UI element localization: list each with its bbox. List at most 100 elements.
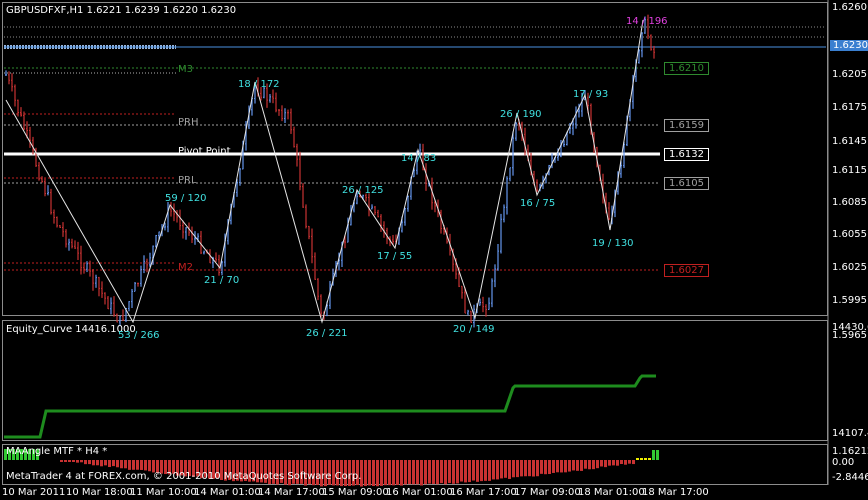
histogram-bar <box>544 460 547 475</box>
histogram-bar <box>100 460 103 467</box>
price-axis-label: 1.6175 <box>832 102 867 113</box>
equity-axis-high: 14430.6 <box>832 322 868 333</box>
histogram-bar <box>196 460 199 477</box>
histogram-bar <box>104 460 107 466</box>
histogram-bar <box>212 460 215 479</box>
time-axis-label: 17 Mar 09:00 <box>514 487 581 498</box>
histogram-bar <box>344 460 347 487</box>
histogram-bar <box>408 460 411 485</box>
time-axis-label: 10 Mar 2011 <box>2 487 66 498</box>
histogram-bar <box>628 460 631 464</box>
histogram-bar <box>148 460 151 472</box>
time-axis-label: 14 Mar 01:00 <box>194 487 261 498</box>
zigzag-line <box>5 19 644 324</box>
histogram-bar <box>436 460 439 485</box>
time-axis-label: 11 Mar 10:00 <box>130 487 197 498</box>
histogram-bar <box>240 460 243 482</box>
histogram-bar <box>92 460 95 466</box>
histogram-bar <box>368 460 371 486</box>
time-axis-label: 16 Mar 17:00 <box>450 487 517 498</box>
histogram-bar <box>204 460 207 478</box>
histogram-bar <box>168 460 171 475</box>
histogram-bar <box>548 460 551 475</box>
histogram-bar <box>72 460 75 462</box>
level-tag: 1.6027 <box>664 264 709 277</box>
histogram-bar <box>172 460 175 474</box>
zigzag-label: 20 / 149 <box>453 324 495 335</box>
zigzag-label: 21 / 70 <box>204 275 240 286</box>
histogram-bar <box>500 460 503 479</box>
histogram-bar <box>420 460 423 486</box>
histogram-bar <box>416 460 419 485</box>
histogram-bar <box>284 460 287 485</box>
histogram-bar <box>584 460 587 469</box>
angle-header: MAAngle MTF * H4 * <box>6 446 108 457</box>
price-axis-label: 1.6260 <box>832 2 867 13</box>
equity-header: Equity_Curve 14416.1000 <box>6 324 136 335</box>
price-axis-label: 1.6055 <box>832 229 867 240</box>
level-tag: 1.6105 <box>664 177 709 190</box>
histogram-bar <box>372 460 375 487</box>
histogram-bar <box>540 460 543 474</box>
time-axis-label: 18 Mar 01:00 <box>578 487 645 498</box>
histogram-bar <box>180 460 183 476</box>
histogram-bar <box>384 460 387 486</box>
histogram-bar <box>652 450 655 460</box>
zigzag-label: 16 / 75 <box>520 198 556 209</box>
histogram-bar <box>448 460 451 484</box>
histogram-bar <box>136 460 139 470</box>
histogram-bar <box>516 460 519 478</box>
histogram-bar <box>616 460 619 466</box>
histogram-bar <box>200 460 203 479</box>
histogram-bar <box>120 460 123 469</box>
histogram-bar <box>524 460 527 477</box>
angle-axis-zero: 0.00 <box>832 457 855 468</box>
current-price-tag: 1.6230 <box>830 40 868 51</box>
angle-axis-low: -2.84462 <box>832 472 868 483</box>
histogram-bar <box>152 460 155 473</box>
histogram-bar <box>392 460 395 486</box>
histogram-bar <box>624 460 627 465</box>
zigzag-label: 59 / 120 <box>165 193 207 204</box>
histogram-bar <box>608 460 611 466</box>
histogram-bar <box>432 460 435 484</box>
histogram-bar <box>128 460 131 470</box>
price-axis-label: 1.6145 <box>832 136 867 147</box>
histogram-bar <box>476 460 479 482</box>
histogram-bar <box>220 460 223 481</box>
histogram-bar <box>260 460 263 483</box>
histogram-bar <box>192 460 195 477</box>
time-axis-label: 16 Mar 01:00 <box>386 487 453 498</box>
histogram-bar <box>348 460 351 486</box>
histogram-bar <box>428 460 431 484</box>
histogram-bar <box>332 460 335 486</box>
level-label: M3 <box>178 64 193 75</box>
histogram-bar <box>36 449 39 460</box>
histogram-bar <box>108 460 111 468</box>
histogram-bar <box>188 460 191 477</box>
histogram-bar <box>528 460 531 477</box>
histogram-bar <box>440 460 443 484</box>
histogram-bar <box>276 460 279 485</box>
histogram-bar <box>536 460 539 477</box>
histogram-bar <box>324 460 327 487</box>
zigzag <box>5 19 644 324</box>
price-axis-label: 1.6085 <box>832 197 867 208</box>
equity-curve <box>4 374 656 439</box>
level-tag: 1.6132 <box>664 148 709 161</box>
price-axis-label: 1.6025 <box>832 262 867 273</box>
histogram-bar <box>568 460 571 472</box>
histogram-bar <box>112 460 115 467</box>
level-tag: 1.6159 <box>664 119 709 132</box>
zigzag-label: 26 / 221 <box>306 328 348 339</box>
histogram-bar <box>588 460 591 470</box>
histogram-bar <box>596 460 599 469</box>
histogram-bar <box>404 460 407 485</box>
time-axis-label: 18 Mar 17:00 <box>642 487 709 498</box>
histogram-bar <box>80 460 83 463</box>
copyright-footer: MetaTrader 4 at FOREX.com, © 2001-2010 M… <box>6 471 362 482</box>
price-axis-label: 1.5965 <box>832 330 867 341</box>
histogram-bar <box>656 450 659 460</box>
histogram-bar <box>388 460 391 486</box>
